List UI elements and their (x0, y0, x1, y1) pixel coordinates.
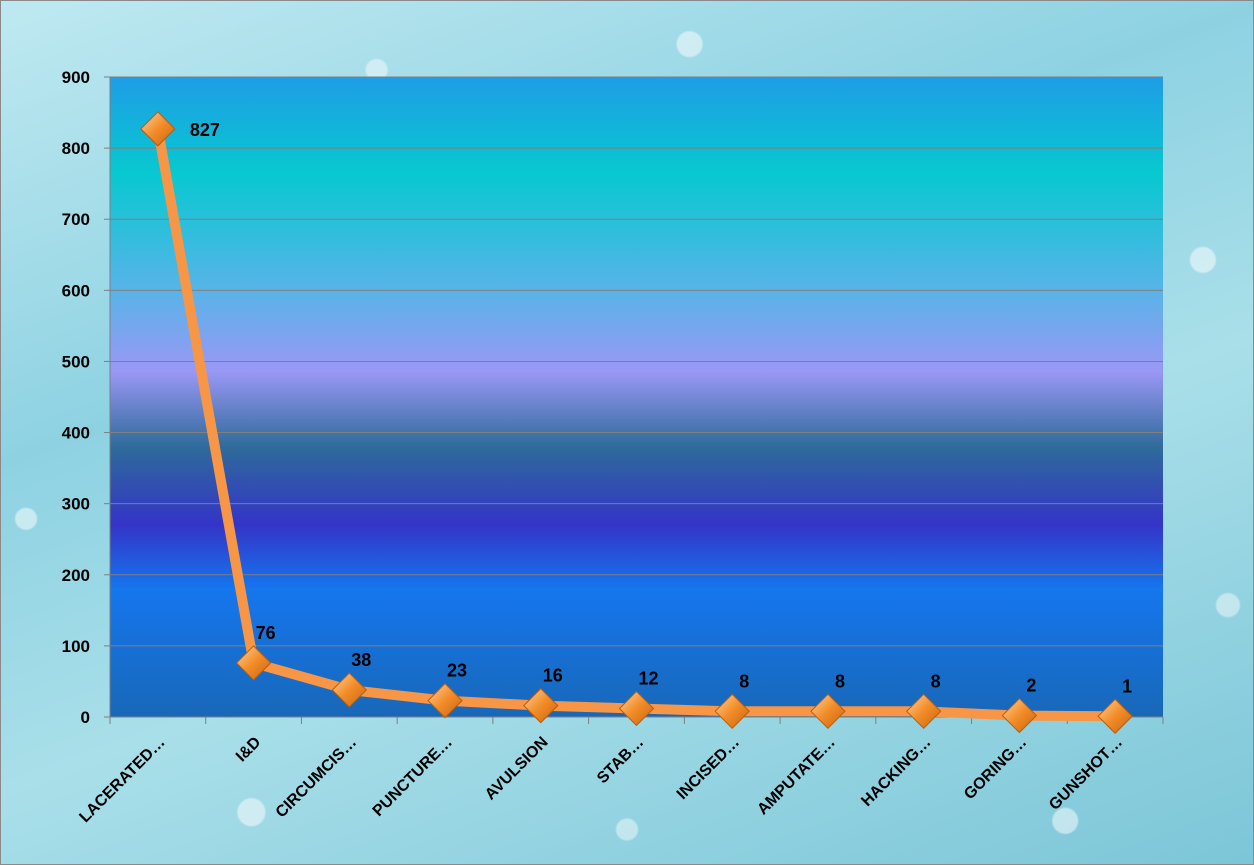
data-label: 8 (931, 671, 941, 691)
y-tick-label: 500 (62, 352, 90, 371)
y-tick-label: 700 (62, 210, 90, 229)
data-label: 16 (543, 666, 563, 686)
data-label: 38 (351, 650, 371, 670)
x-category-label: GORING… (961, 734, 1030, 803)
data-point (140, 111, 176, 147)
data-point (905, 693, 942, 730)
data-point (331, 672, 368, 708)
data-point (1001, 697, 1038, 734)
data-point (714, 693, 750, 730)
data-point (427, 682, 463, 719)
x-category-label: I&D (233, 734, 265, 766)
data-label: 2 (1026, 676, 1036, 696)
x-category-label: GUNSHOT… (1046, 734, 1126, 814)
data-label: 76 (256, 623, 276, 643)
x-category-label: CIRCUMCIS… (273, 734, 360, 821)
y-tick-label: 600 (62, 281, 90, 300)
data-label: 12 (638, 668, 658, 688)
y-tick-label: 100 (62, 637, 90, 656)
data-label: 8 (739, 671, 749, 691)
data-point (810, 693, 846, 730)
data-label: 827 (190, 120, 220, 140)
data-label: 1 (1122, 676, 1132, 696)
x-category-label: AVULSION (482, 734, 552, 804)
x-category-label: STAB… (594, 734, 647, 787)
data-point (523, 687, 559, 724)
x-category-label: HACKING… (858, 734, 934, 810)
data-label: 23 (447, 661, 467, 681)
x-category-label: PUNCTURE… (370, 734, 456, 820)
x-category-label: LACERATED… (76, 734, 168, 826)
plot-area (110, 77, 1163, 717)
y-tick-label: 0 (81, 708, 90, 727)
data-point (235, 645, 272, 681)
data-point (1097, 698, 1133, 734)
y-tick-label: 200 (62, 566, 90, 585)
y-tick-label: 400 (62, 424, 90, 443)
x-category-label: AMPUTATE… (754, 734, 839, 819)
data-label: 8 (835, 671, 845, 691)
data-point (618, 690, 655, 727)
y-tick-label: 800 (62, 139, 90, 158)
y-tick-label: 300 (62, 495, 90, 514)
y-tick-label: 900 (62, 68, 90, 87)
x-category-label: INCISED… (674, 734, 743, 803)
